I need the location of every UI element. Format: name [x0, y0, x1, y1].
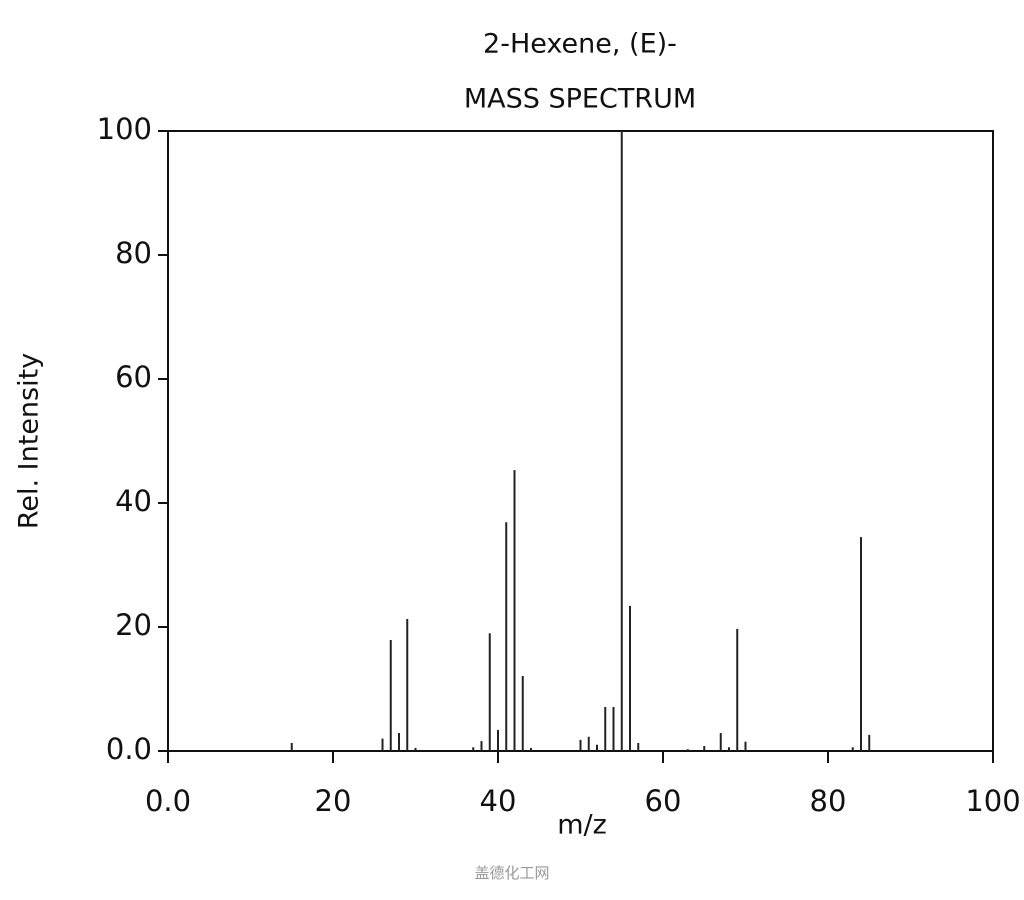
y-tick-label: 0.0: [106, 732, 152, 766]
watermark: 盖德化工网: [474, 864, 549, 882]
y-tick-label: 40: [115, 484, 152, 518]
y-tick-label: 80: [115, 236, 152, 270]
x-axis-label: m/z: [557, 810, 607, 841]
y-tick-label: 20: [115, 608, 152, 642]
x-tick-label: 100: [965, 784, 1020, 818]
x-tick-label: 40: [480, 784, 517, 818]
x-tick-label: 20: [315, 784, 352, 818]
y-tick-label: 100: [97, 112, 152, 146]
x-tick-label: 0.0: [145, 784, 191, 818]
x-tick-label: 80: [810, 784, 847, 818]
chart-title: 2-Hexene, (E)-: [483, 29, 677, 60]
y-tick-label: 60: [115, 360, 152, 394]
x-tick-label: 60: [645, 784, 682, 818]
chart-subtitle: MASS SPECTRUM: [464, 84, 696, 115]
y-axis-label: Rel. Intensity: [14, 353, 45, 529]
plot-frame: [167, 130, 994, 752]
